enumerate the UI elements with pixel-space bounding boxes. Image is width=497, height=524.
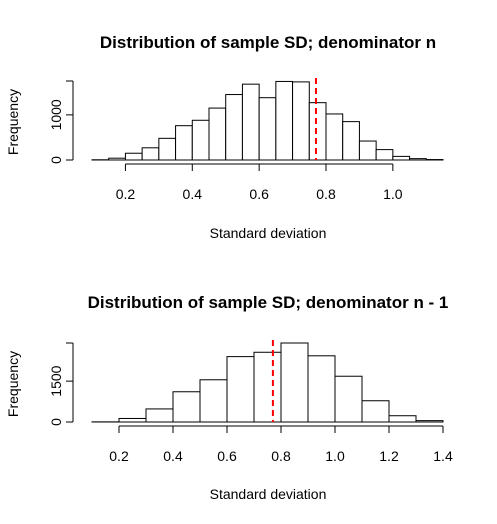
chart-2-y-tick-label: 0: [48, 418, 64, 426]
chart-1-bar: [392, 155, 411, 161]
chart-1-bar: [292, 81, 310, 161]
chart-2-bar: [226, 356, 255, 423]
chart-1-x-tick-label: 1.0: [383, 186, 403, 202]
chart-1-y-axis-label: Frequency: [5, 89, 21, 155]
chart-1-bar: [158, 137, 177, 161]
chart-1-bar: [375, 149, 394, 161]
chart-2-x-tick-label: 1.4: [433, 448, 453, 464]
chart-2-bar: [145, 408, 174, 423]
chart-2-x-tick-label: 1.0: [325, 448, 345, 464]
chart-1-bar: [108, 157, 126, 161]
chart-1-bar: [124, 152, 143, 161]
chart-2-bar: [361, 400, 390, 423]
chart-2-x-tick-label: 1.2: [379, 448, 399, 464]
chart-1-bar: [325, 113, 344, 161]
chart-1-y-tick-label: 1000: [48, 99, 64, 130]
chart-1-x-tick-label: 0.8: [316, 186, 336, 202]
chart-2-bar: [280, 342, 309, 423]
chart-2-x-axis-label: Standard deviation: [210, 486, 327, 502]
chart-1-bar: [191, 119, 210, 161]
chart-1-bar: [175, 125, 193, 161]
chart-2-y-tick-label: 1500: [48, 365, 64, 396]
chart-1-bar: [358, 140, 377, 161]
chart-1-x-tick-label: 0.4: [183, 186, 203, 202]
chart-2-bar: [253, 351, 282, 423]
chart-1-bar: [275, 80, 294, 161]
chart-2-x-tick-label: 0.4: [163, 448, 183, 464]
chart-2-plot-area: 0.2 0.4 0.6 0.8 1.0 1.2 1.4 0 1500: [48, 340, 453, 464]
chart-2-bar: [118, 417, 147, 423]
chart-1-bar: [208, 107, 227, 161]
chart-1-bar: [241, 83, 260, 161]
chart-1-bar: [258, 97, 277, 161]
chart-1-bar: [141, 147, 160, 161]
chart-1-title: Distribution of sample SD; denominator n: [100, 33, 436, 52]
chart-1-bar: [409, 158, 427, 161]
chart-2-bar: [307, 355, 336, 423]
chart-2-x-tick-label: 0.2: [109, 448, 129, 464]
chart-2-title: Distribution of sample SD; denominator n…: [88, 293, 449, 312]
chart-1-y-tick-label: 0: [48, 156, 64, 164]
chart-2-x-tick-label: 0.6: [217, 448, 237, 464]
chart-1-plot-area: 0.2 0.4 0.6 0.8 1.0 0 1000: [48, 78, 444, 202]
chart-2-bar: [199, 379, 228, 423]
chart-1-x-tick-label: 0.2: [116, 186, 136, 202]
chart-2-bar: [172, 391, 201, 423]
chart-2-bar: [334, 375, 363, 423]
chart-1-bar: [225, 94, 243, 161]
chart-2-y-axis-label: Frequency: [5, 351, 21, 417]
chart-2-x-tick-label: 0.8: [271, 448, 291, 464]
chart-1-bar: [308, 102, 327, 161]
chart-1-bar: [342, 121, 360, 161]
chart-2-bar: [415, 420, 444, 423]
chart-1-x-tick-label: 0.6: [249, 186, 269, 202]
chart-2-bar: [388, 415, 417, 423]
chart-1-x-axis-label: Standard deviation: [210, 225, 327, 241]
